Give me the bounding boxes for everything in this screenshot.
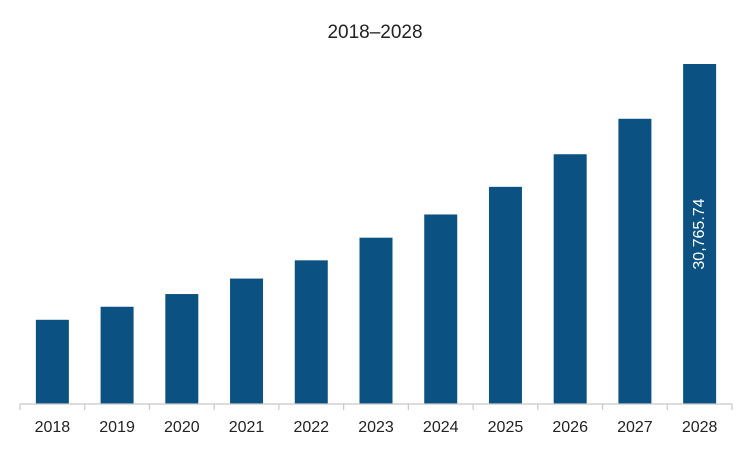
bar-2025: [488, 186, 522, 404]
x-axis: 2018 2019 2020 2021 2022 2023 2024 2025 2026 2027…: [19, 403, 733, 436]
bar-2024: [424, 214, 458, 404]
bar-2020: [165, 294, 199, 404]
x-tick-label: 2026: [552, 419, 588, 436]
x-tick-label: 2021: [229, 419, 265, 436]
bar-2027: [618, 118, 652, 404]
x-tick-label: 2020: [164, 419, 200, 436]
data-label: 30,765.74: [691, 198, 708, 269]
bar-2023: [359, 237, 393, 404]
bars-layer: [35, 64, 717, 404]
bar-2019: [100, 306, 134, 404]
bar-2028: [683, 64, 717, 404]
chart-title: 2018–2028: [327, 22, 422, 43]
x-tick-label: 2025: [488, 419, 524, 436]
x-tick-label: 2023: [358, 419, 394, 436]
x-tick-label: 2022: [293, 419, 329, 436]
x-tick-label: 2027: [617, 419, 653, 436]
data-labels-layer: 30,765.74: [691, 198, 708, 269]
x-tick-label: 2024: [423, 419, 459, 436]
bar-2018: [35, 319, 69, 404]
x-tick-label: 2028: [682, 419, 718, 436]
bar-2021: [230, 278, 264, 404]
bar-2022: [294, 260, 328, 404]
x-tick-label: 2019: [99, 419, 135, 436]
x-tick-label: 2018: [35, 419, 71, 436]
bar-2026: [553, 154, 587, 404]
